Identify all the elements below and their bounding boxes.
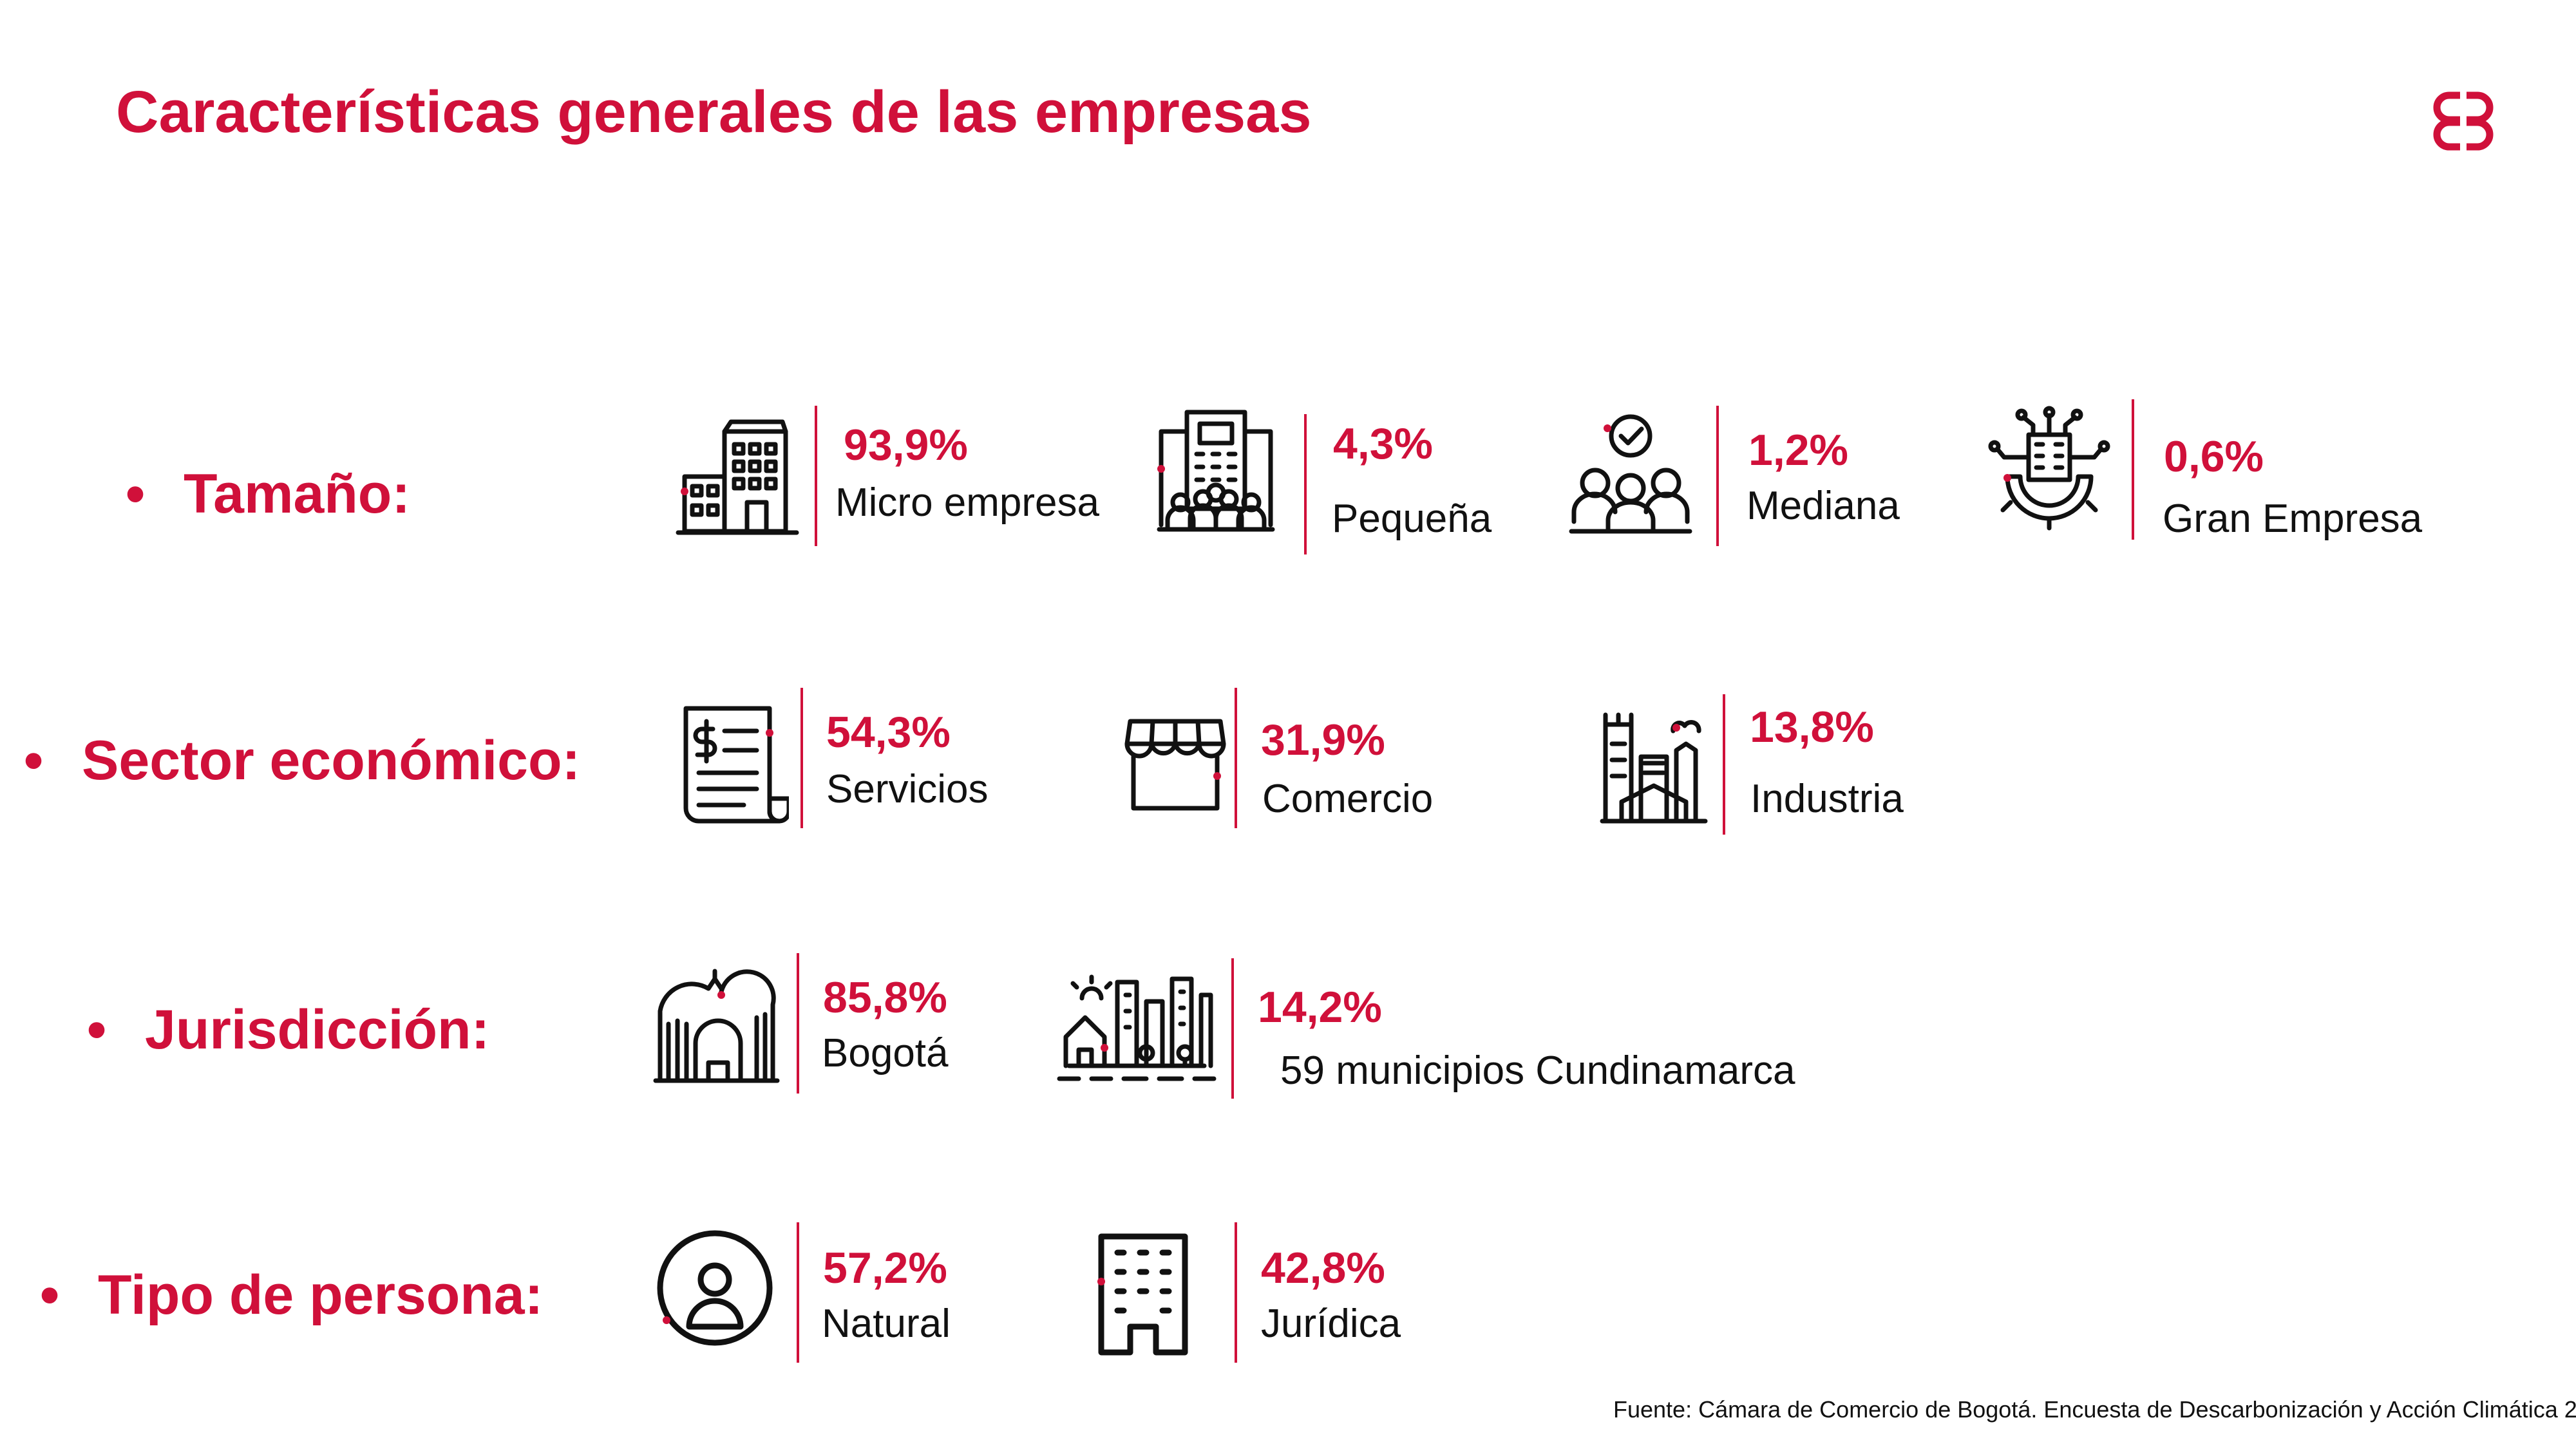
row-label-tipo-persona: • Tipo de persona: (40, 1264, 543, 1327)
row-label-text: Tamaño: (184, 463, 410, 525)
city-landmark-icon (653, 969, 780, 1083)
pct-natural: 57,2% (823, 1244, 947, 1293)
label-gran-empresa: Gran Empresa (2163, 497, 2423, 541)
building-gear-network-icon (1988, 406, 2110, 531)
label-bogota: Bogotá (822, 1031, 949, 1075)
label-micro-empresa: Micro empresa (835, 480, 1099, 525)
label-municipios: 59 municipios Cundinamarca (1280, 1048, 1795, 1093)
small-building-icon (676, 419, 799, 535)
pct-micro-empresa: 93,9% (844, 421, 968, 469)
label-servicios: Servicios (826, 767, 989, 811)
label-natural: Natural (822, 1302, 951, 1346)
bullet: • (126, 463, 146, 525)
pct-industria: 13,8% (1750, 703, 1874, 752)
row-label-text: Jurisdicción: (145, 999, 490, 1061)
pct-pequena: 4,3% (1333, 419, 1433, 468)
pct-juridica: 42,8% (1261, 1244, 1385, 1293)
row-label-tamano: • Tamaño: (126, 462, 410, 526)
bullet: • (87, 999, 107, 1061)
label-pequena: Pequeña (1332, 497, 1492, 541)
row-label-text: Tipo de persona: (98, 1264, 544, 1326)
team-check-icon (1569, 414, 1692, 534)
pct-bogota: 85,8% (823, 973, 947, 1022)
pct-gran-empresa: 0,6% (2164, 432, 2264, 481)
row-label-jurisdiccion: • Jurisdicción: (87, 998, 489, 1062)
bullet: • (24, 730, 44, 791)
office-building-people-icon (1157, 410, 1275, 532)
brand-logo-icon (2433, 91, 2494, 151)
factory-icon (1600, 712, 1708, 824)
source-footnote: Fuente: Cámara de Comercio de Bogotá. En… (1613, 1396, 2576, 1423)
label-juridica: Jurídica (1261, 1302, 1401, 1346)
pct-servicios: 54,3% (826, 708, 951, 757)
pct-mediana: 1,2% (1748, 426, 1848, 475)
label-mediana: Mediana (1747, 484, 1900, 528)
store-awning-icon (1124, 719, 1226, 811)
town-skyline-icon (1057, 974, 1217, 1081)
invoice-dollar-icon (683, 706, 789, 824)
company-building-icon (1097, 1233, 1188, 1356)
pct-comercio: 31,9% (1261, 715, 1385, 764)
label-industria: Industria (1750, 777, 1904, 821)
row-label-sector: • Sector económico: (24, 729, 580, 793)
bullet: • (40, 1264, 60, 1326)
row-label-text: Sector económico: (82, 730, 581, 791)
pct-municipios: 14,2% (1258, 983, 1382, 1032)
person-circle-icon (657, 1230, 773, 1346)
label-comercio: Comercio (1262, 777, 1434, 821)
page-title: Características generales de las empresa… (116, 79, 1312, 145)
